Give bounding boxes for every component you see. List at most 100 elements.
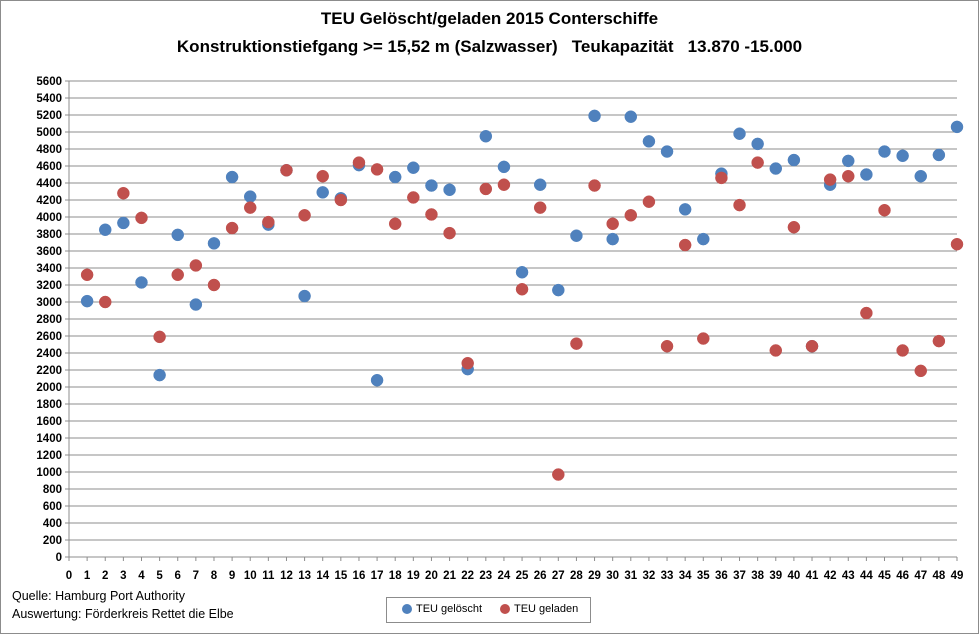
point-geloescht [787,153,801,167]
point-geladen [515,283,529,296]
point-geloescht [80,294,94,308]
point-geladen [407,191,420,204]
point-geladen [606,217,619,231]
x-tick-label: 28 [570,570,583,582]
y-tick-label: 4800 [36,144,62,156]
point-geladen [370,163,384,176]
point-geloescht [207,237,221,250]
point-geladen [950,237,964,251]
point-geladen [533,201,547,214]
point-geloescht [135,276,148,289]
x-tick-label: 15 [334,570,347,582]
point-geloescht [842,154,855,168]
y-tick-label: 1600 [36,416,62,428]
point-geladen [443,226,456,240]
x-tick-label: 48 [932,570,945,582]
source-note: Quelle: Hamburg Port Authority [12,589,185,603]
y-tick-label: 3200 [36,280,62,292]
data-points [80,109,964,481]
x-tick-label: 22 [461,570,474,582]
y-tick-label: 3400 [36,263,62,275]
point-geloescht [950,120,964,134]
x-tick-label: 4 [138,570,145,582]
point-geladen [769,344,783,357]
point-geladen [80,268,94,282]
point-geladen [225,221,239,235]
point-geladen [878,203,891,217]
x-tick-label: 18 [389,570,402,582]
x-tick-label: 5 [156,570,163,582]
chart-subtitle: Konstruktionstiefgang >= 15,52 m (Salzwa… [176,37,803,56]
point-geloescht [370,373,384,387]
legend-item-geladen: TEU geladen [500,603,578,615]
point-geladen [388,217,402,231]
y-tick-label: 4600 [36,161,62,173]
point-geloescht [98,223,112,236]
legend-marker-geloescht-icon [402,604,412,614]
x-tick-label: 45 [878,570,891,582]
point-geladen [117,186,130,200]
point-geloescht [932,148,946,162]
x-tick-label: 31 [624,570,637,582]
point-geloescht [660,145,674,158]
legend-marker-geladen-icon [500,604,510,614]
x-tick-label: 0 [66,570,72,582]
y-tick-label: 2000 [36,382,62,394]
y-tick-label: 400 [43,518,62,530]
point-geladen [461,356,474,370]
point-geloescht [117,216,130,230]
point-geloescht [298,289,311,303]
legend-label-geladen: TEU geladen [514,603,579,615]
y-tick-label: 600 [43,501,62,513]
point-geloescht [642,135,656,148]
x-tick-labels: 0 1 2 3 4 5 6 7 8 9 10 11 12 13 14 15 16 17 18 19 20 21 22 23 24… [66,570,964,582]
point-geladen [751,156,764,169]
x-tick-label: 32 [643,570,656,582]
y-tick-label: 200 [43,535,62,547]
point-geloescht [425,179,438,192]
point-geloescht [497,160,511,174]
point-geloescht [860,168,873,181]
x-tick-label: 37 [733,570,746,582]
legend-label-geloescht: TEU gelöscht [416,603,483,615]
point-geladen [552,468,565,481]
x-tick-label: 14 [316,570,329,582]
x-tick-label: 49 [951,570,964,582]
point-geladen [497,178,511,191]
point-geladen [842,169,855,183]
x-tick-label: 42 [824,570,837,582]
point-geladen [660,339,674,353]
x-tick-label: 39 [769,570,782,582]
point-geladen [135,211,148,225]
point-geloescht [896,149,909,163]
point-geloescht [407,161,420,174]
x-tick-label: 12 [280,570,293,582]
point-geloescht [697,232,710,246]
point-geladen [298,209,311,222]
y-tick-label: 2200 [36,365,62,377]
point-geladen [98,295,112,309]
point-geloescht [733,127,746,140]
point-geloescht [606,232,619,246]
point-geladen [624,209,638,222]
point-geladen [189,259,203,272]
legend: TEU gelöscht TEU geladen [386,597,591,623]
x-tick-label: 30 [606,570,619,582]
point-geladen [805,339,819,353]
point-geloescht [243,190,257,203]
point-geloescht [479,130,493,143]
x-tick-label: 40 [787,570,800,582]
point-geladen [678,238,692,252]
x-tick-label: 16 [353,570,366,582]
point-geloescht [171,228,184,242]
y-tick-label: 5600 [36,76,62,88]
x-tick-label: 47 [914,570,927,582]
point-geloescht [316,186,329,199]
x-tick-label: 7 [193,570,199,582]
point-geladen [352,156,366,169]
x-tick-label: 11 [262,570,275,582]
x-tick-label: 27 [552,570,565,582]
point-geloescht [751,137,764,151]
